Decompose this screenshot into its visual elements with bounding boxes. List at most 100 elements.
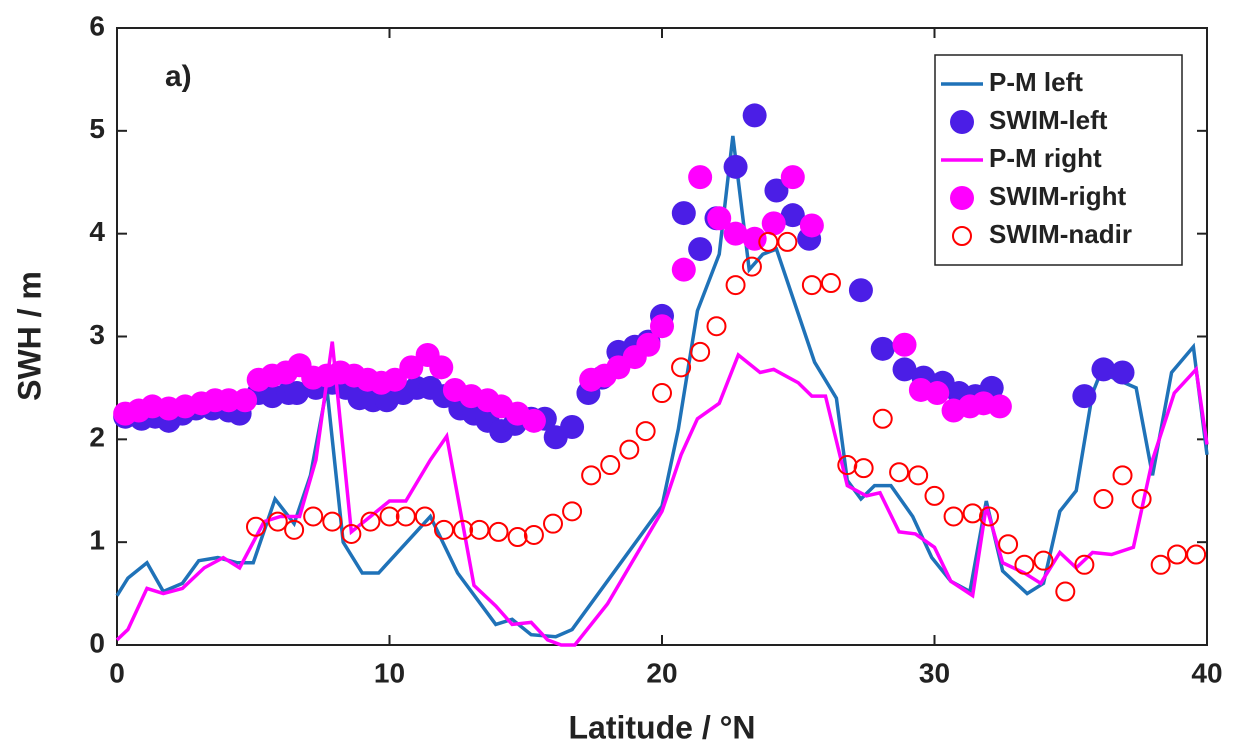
data-point — [764, 178, 789, 203]
data-point — [872, 408, 893, 429]
series-line — [115, 341, 1209, 647]
data-point — [399, 355, 424, 380]
data-point — [543, 513, 563, 534]
data-point — [924, 485, 945, 506]
x-tick-label: 20 — [646, 657, 677, 688]
data-point — [671, 357, 692, 378]
data-point — [652, 383, 672, 404]
data-point — [1033, 550, 1054, 571]
data-point — [848, 278, 873, 303]
data-point — [379, 506, 400, 527]
y-tick-label: 5 — [89, 113, 105, 144]
data-point — [429, 355, 454, 380]
x-tick-label: 0 — [109, 657, 125, 688]
data-point — [1110, 360, 1135, 385]
data-point — [780, 203, 805, 228]
data-point — [382, 367, 407, 392]
legend-label: P-M right — [989, 143, 1102, 173]
y-tick-label: 4 — [89, 216, 105, 247]
data-point — [925, 381, 950, 406]
data-point — [688, 165, 713, 190]
y-tick-label: 6 — [89, 10, 105, 41]
data-point — [581, 465, 602, 486]
data-point — [801, 275, 822, 296]
data-point — [979, 506, 999, 527]
data-point — [1131, 488, 1152, 509]
data-point — [284, 381, 309, 406]
data-point — [521, 408, 546, 433]
data-point — [360, 511, 381, 532]
x-tick-label: 40 — [1191, 657, 1222, 688]
data-point — [761, 211, 786, 236]
data-point — [507, 527, 528, 548]
data-point — [245, 516, 266, 537]
data-point — [725, 275, 746, 296]
data-point — [523, 524, 544, 545]
data-point — [267, 511, 288, 532]
data-point — [943, 506, 964, 527]
data-point — [742, 226, 767, 251]
legend-swatch — [950, 110, 974, 134]
data-point — [671, 257, 696, 282]
data-point — [469, 519, 490, 540]
data-point — [1074, 554, 1095, 575]
data-point — [707, 206, 732, 231]
data-point — [453, 519, 474, 540]
data-point — [1186, 544, 1207, 565]
legend-label: SWIM-nadir — [989, 219, 1132, 249]
data-point — [341, 523, 362, 544]
y-axis-label: SWH / m — [11, 271, 47, 401]
legend-swatch — [950, 186, 974, 210]
x-axis-label: Latitude / °N — [568, 709, 755, 745]
data-point — [780, 165, 805, 190]
x-tick-label: 30 — [919, 657, 950, 688]
y-tick-label: 1 — [89, 525, 105, 556]
data-point — [1150, 554, 1171, 575]
data-point — [619, 439, 640, 460]
data-point — [395, 506, 416, 527]
data-point — [1112, 465, 1133, 486]
y-tick-label: 3 — [89, 319, 105, 350]
data-point — [1167, 544, 1188, 565]
data-point — [562, 501, 583, 522]
data-point — [414, 506, 435, 527]
data-point — [987, 394, 1012, 419]
legend-label: SWIM-right — [989, 181, 1127, 211]
data-point — [600, 455, 621, 476]
data-point — [322, 511, 343, 532]
legend-label: P-M left — [989, 67, 1083, 97]
data-point — [1091, 357, 1116, 382]
y-tick-label: 0 — [89, 627, 105, 658]
data-point — [560, 414, 585, 439]
data-point — [742, 103, 767, 128]
data-point — [650, 314, 674, 339]
data-point — [837, 455, 858, 476]
data-point — [671, 201, 696, 226]
data-point — [233, 388, 258, 413]
data-point — [799, 213, 824, 238]
annotation: a) — [165, 60, 192, 93]
data-point — [723, 221, 748, 246]
legend-swatch — [952, 226, 972, 246]
data-point — [758, 231, 779, 252]
data-point — [636, 332, 661, 357]
data-point — [892, 332, 917, 357]
data-point — [962, 503, 983, 524]
data-point — [434, 519, 454, 540]
data-point — [1055, 581, 1076, 602]
data-point — [998, 534, 1019, 555]
data-point — [853, 458, 874, 479]
data-point — [870, 336, 895, 361]
legend-label: SWIM-left — [989, 105, 1108, 135]
x-tick-label: 10 — [374, 657, 405, 688]
data-point — [908, 465, 929, 486]
data-point — [741, 256, 762, 277]
data-point — [690, 341, 711, 362]
data-point — [1014, 554, 1035, 575]
data-point — [1072, 384, 1097, 409]
data-point — [892, 357, 917, 382]
y-tick-label: 2 — [89, 422, 105, 453]
data-point — [284, 519, 305, 540]
data-point — [706, 316, 727, 337]
